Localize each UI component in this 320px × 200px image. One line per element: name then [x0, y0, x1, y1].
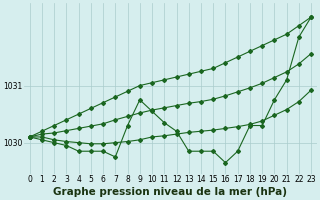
X-axis label: Graphe pression niveau de la mer (hPa): Graphe pression niveau de la mer (hPa)	[53, 187, 287, 197]
